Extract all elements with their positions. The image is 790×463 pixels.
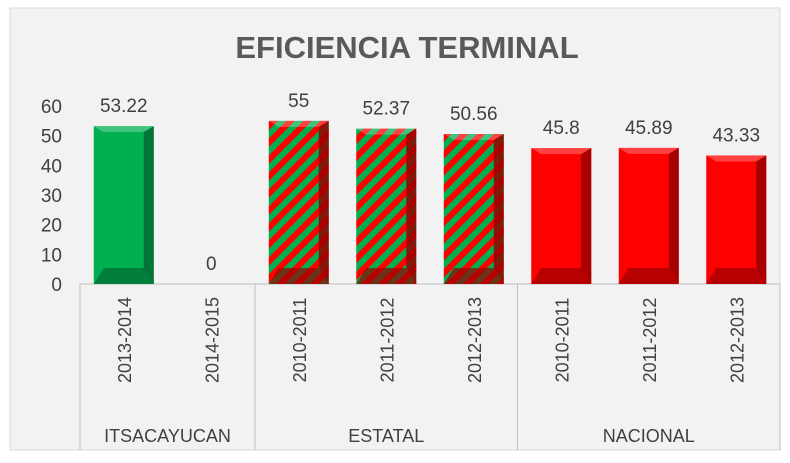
bar-bevel [443,268,504,284]
value-label: 53.22 [100,96,148,117]
bar-bevel [531,268,592,284]
x-tick-label: 2010-2011 [290,298,310,383]
y-tick-label: 0 [51,275,62,296]
x-tick-label: 2010-2011 [552,298,572,383]
y-tick-label: 20 [41,216,62,237]
value-label: 45.89 [625,118,673,139]
y-tick-label: 60 [41,97,62,118]
value-label: 43.33 [712,125,760,146]
group-label: ESTATAL [348,426,424,446]
bar-bevel [531,148,592,155]
y-tick-label: 40 [41,156,62,177]
group-label: ITSACAYUCAN [104,426,231,446]
value-label: 50.56 [450,104,498,125]
bar-bevel [756,155,767,284]
x-tick-label: 2012-2013 [465,297,485,383]
bar-bevel [268,268,329,284]
y-tick-label: 30 [41,186,62,207]
y-tick-label: 10 [41,245,62,266]
bar-bevel [706,155,767,162]
bar-bevel [356,268,417,284]
chart-title: EFICIENCIA TERMINAL [235,30,578,65]
bar-bevel [268,120,329,127]
bar-bevel [93,126,154,133]
value-label: 52.37 [362,99,410,120]
bar-bevel [618,147,679,154]
bar-bevel [318,120,329,284]
x-tick-label: 2014-2015 [202,297,222,383]
bar-bevel [406,128,417,284]
value-label: 45.8 [543,118,580,139]
bar-bevel [93,268,154,284]
value-label: 55 [288,91,309,112]
bar-bevel [668,147,679,284]
bar-bevel [493,134,504,284]
bar-bevel [581,148,592,284]
x-tick-label: 2012-2013 [727,297,747,383]
bar-bevel [618,268,679,284]
group-label: NACIONAL [603,426,695,446]
bar-bevel [143,126,154,284]
y-tick-label: 50 [41,127,62,148]
x-tick-label: 2011-2012 [640,298,660,383]
bar-bevel [706,268,767,284]
bar-bevel [443,134,504,141]
bar-bevel [356,128,417,135]
x-tick-label: 2013-2014 [115,297,135,383]
x-tick-label: 2011-2012 [377,298,397,383]
value-label: 0 [206,254,217,275]
